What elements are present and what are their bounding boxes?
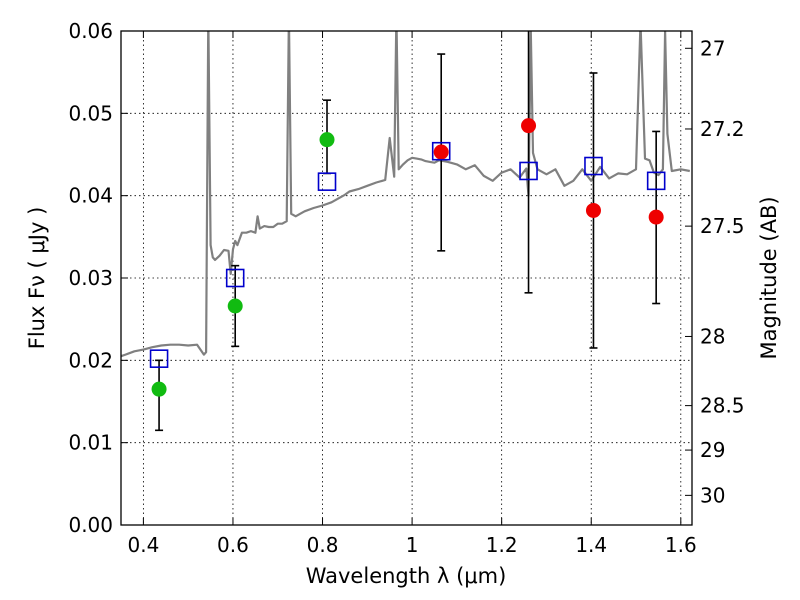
model-flux-square [584,156,603,176]
y-tick-label: 0.05 [68,101,113,125]
model-flux-square [149,349,169,368]
y2-axis-label: Magnitude (AB) [757,196,781,359]
ticks-layer: 0.4 0.6 0.8 1 1.2 1.4 1.6 0.00 0.01 0.02 0.03 0.04 0… [68,19,744,557]
model-flux-square [646,171,666,191]
model-flux-square [317,172,337,191]
model-flux-square [225,268,245,288]
observed-flux-point [151,381,167,397]
x-tick-label: 0.4 [127,533,159,557]
y-tick-label: 0.04 [68,184,113,208]
observed-flux-point [521,118,537,134]
x-tick-label: 1.2 [486,533,518,557]
y-tick-label: 0.06 [68,19,113,43]
model-flux-square [519,161,538,181]
y2-tick-label: 27.5 [700,214,745,238]
x-tick-label: 0.6 [217,533,249,557]
y2-tick-label: 30 [700,483,725,507]
x-tick-label: 1.6 [665,533,697,557]
y-tick-label: 0.01 [68,431,113,455]
observed-flux-point [585,202,601,218]
y-tick-label: 0.03 [68,266,113,290]
x-tick-label: 1.4 [575,533,607,557]
y2-tick-label: 27 [700,36,725,60]
points-layer [149,118,666,397]
observed-flux-point [227,298,243,314]
observed-flux-point [319,132,335,148]
grid [121,31,692,525]
y2-tick-label: 28 [700,324,725,348]
x-axis-label: Wavelength λ (μm) [306,564,507,588]
model-flux-square [431,141,451,161]
x-tick-label: 1 [406,533,419,557]
y-axis-label: Flux Fν ( μJy ) [25,207,49,350]
x-tick-label: 0.8 [307,533,339,557]
y2-tick-label: 29 [700,438,725,462]
y2-tick-label: 27.2 [700,117,745,141]
y-tick-label: 0.02 [68,348,113,372]
observed-flux-point [648,209,664,225]
observed-flux-point [433,144,449,160]
y-tick-label: 0.00 [68,513,113,537]
y2-tick-label: 28.5 [700,394,745,418]
